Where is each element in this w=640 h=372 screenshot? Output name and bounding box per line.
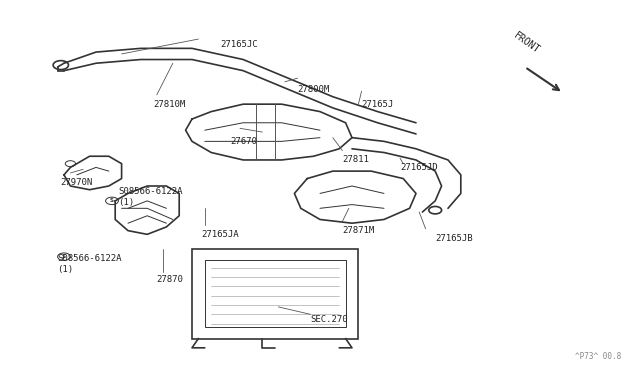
Text: 27800M: 27800M bbox=[298, 85, 330, 94]
Text: FRONT: FRONT bbox=[512, 31, 542, 56]
Text: 27165JC: 27165JC bbox=[221, 40, 259, 49]
Text: 27810M: 27810M bbox=[154, 100, 186, 109]
Text: 27165JA: 27165JA bbox=[202, 230, 239, 239]
Text: 27165J: 27165J bbox=[362, 100, 394, 109]
Text: S08566-6122A
(1): S08566-6122A (1) bbox=[118, 187, 183, 207]
Text: 27970N: 27970N bbox=[61, 178, 93, 187]
Text: 27870: 27870 bbox=[157, 275, 184, 283]
Text: 27811: 27811 bbox=[342, 155, 369, 164]
Text: SEC.270: SEC.270 bbox=[310, 315, 348, 324]
Text: S08566-6122A
(1): S08566-6122A (1) bbox=[58, 254, 122, 274]
Text: S: S bbox=[62, 254, 66, 259]
Text: S: S bbox=[110, 198, 114, 203]
Text: 27165JD: 27165JD bbox=[400, 163, 438, 172]
Text: ^P73^ 00.8: ^P73^ 00.8 bbox=[575, 352, 621, 361]
Text: 27165JB: 27165JB bbox=[435, 234, 473, 243]
Text: 27871M: 27871M bbox=[342, 226, 374, 235]
Text: 27670: 27670 bbox=[230, 137, 257, 146]
